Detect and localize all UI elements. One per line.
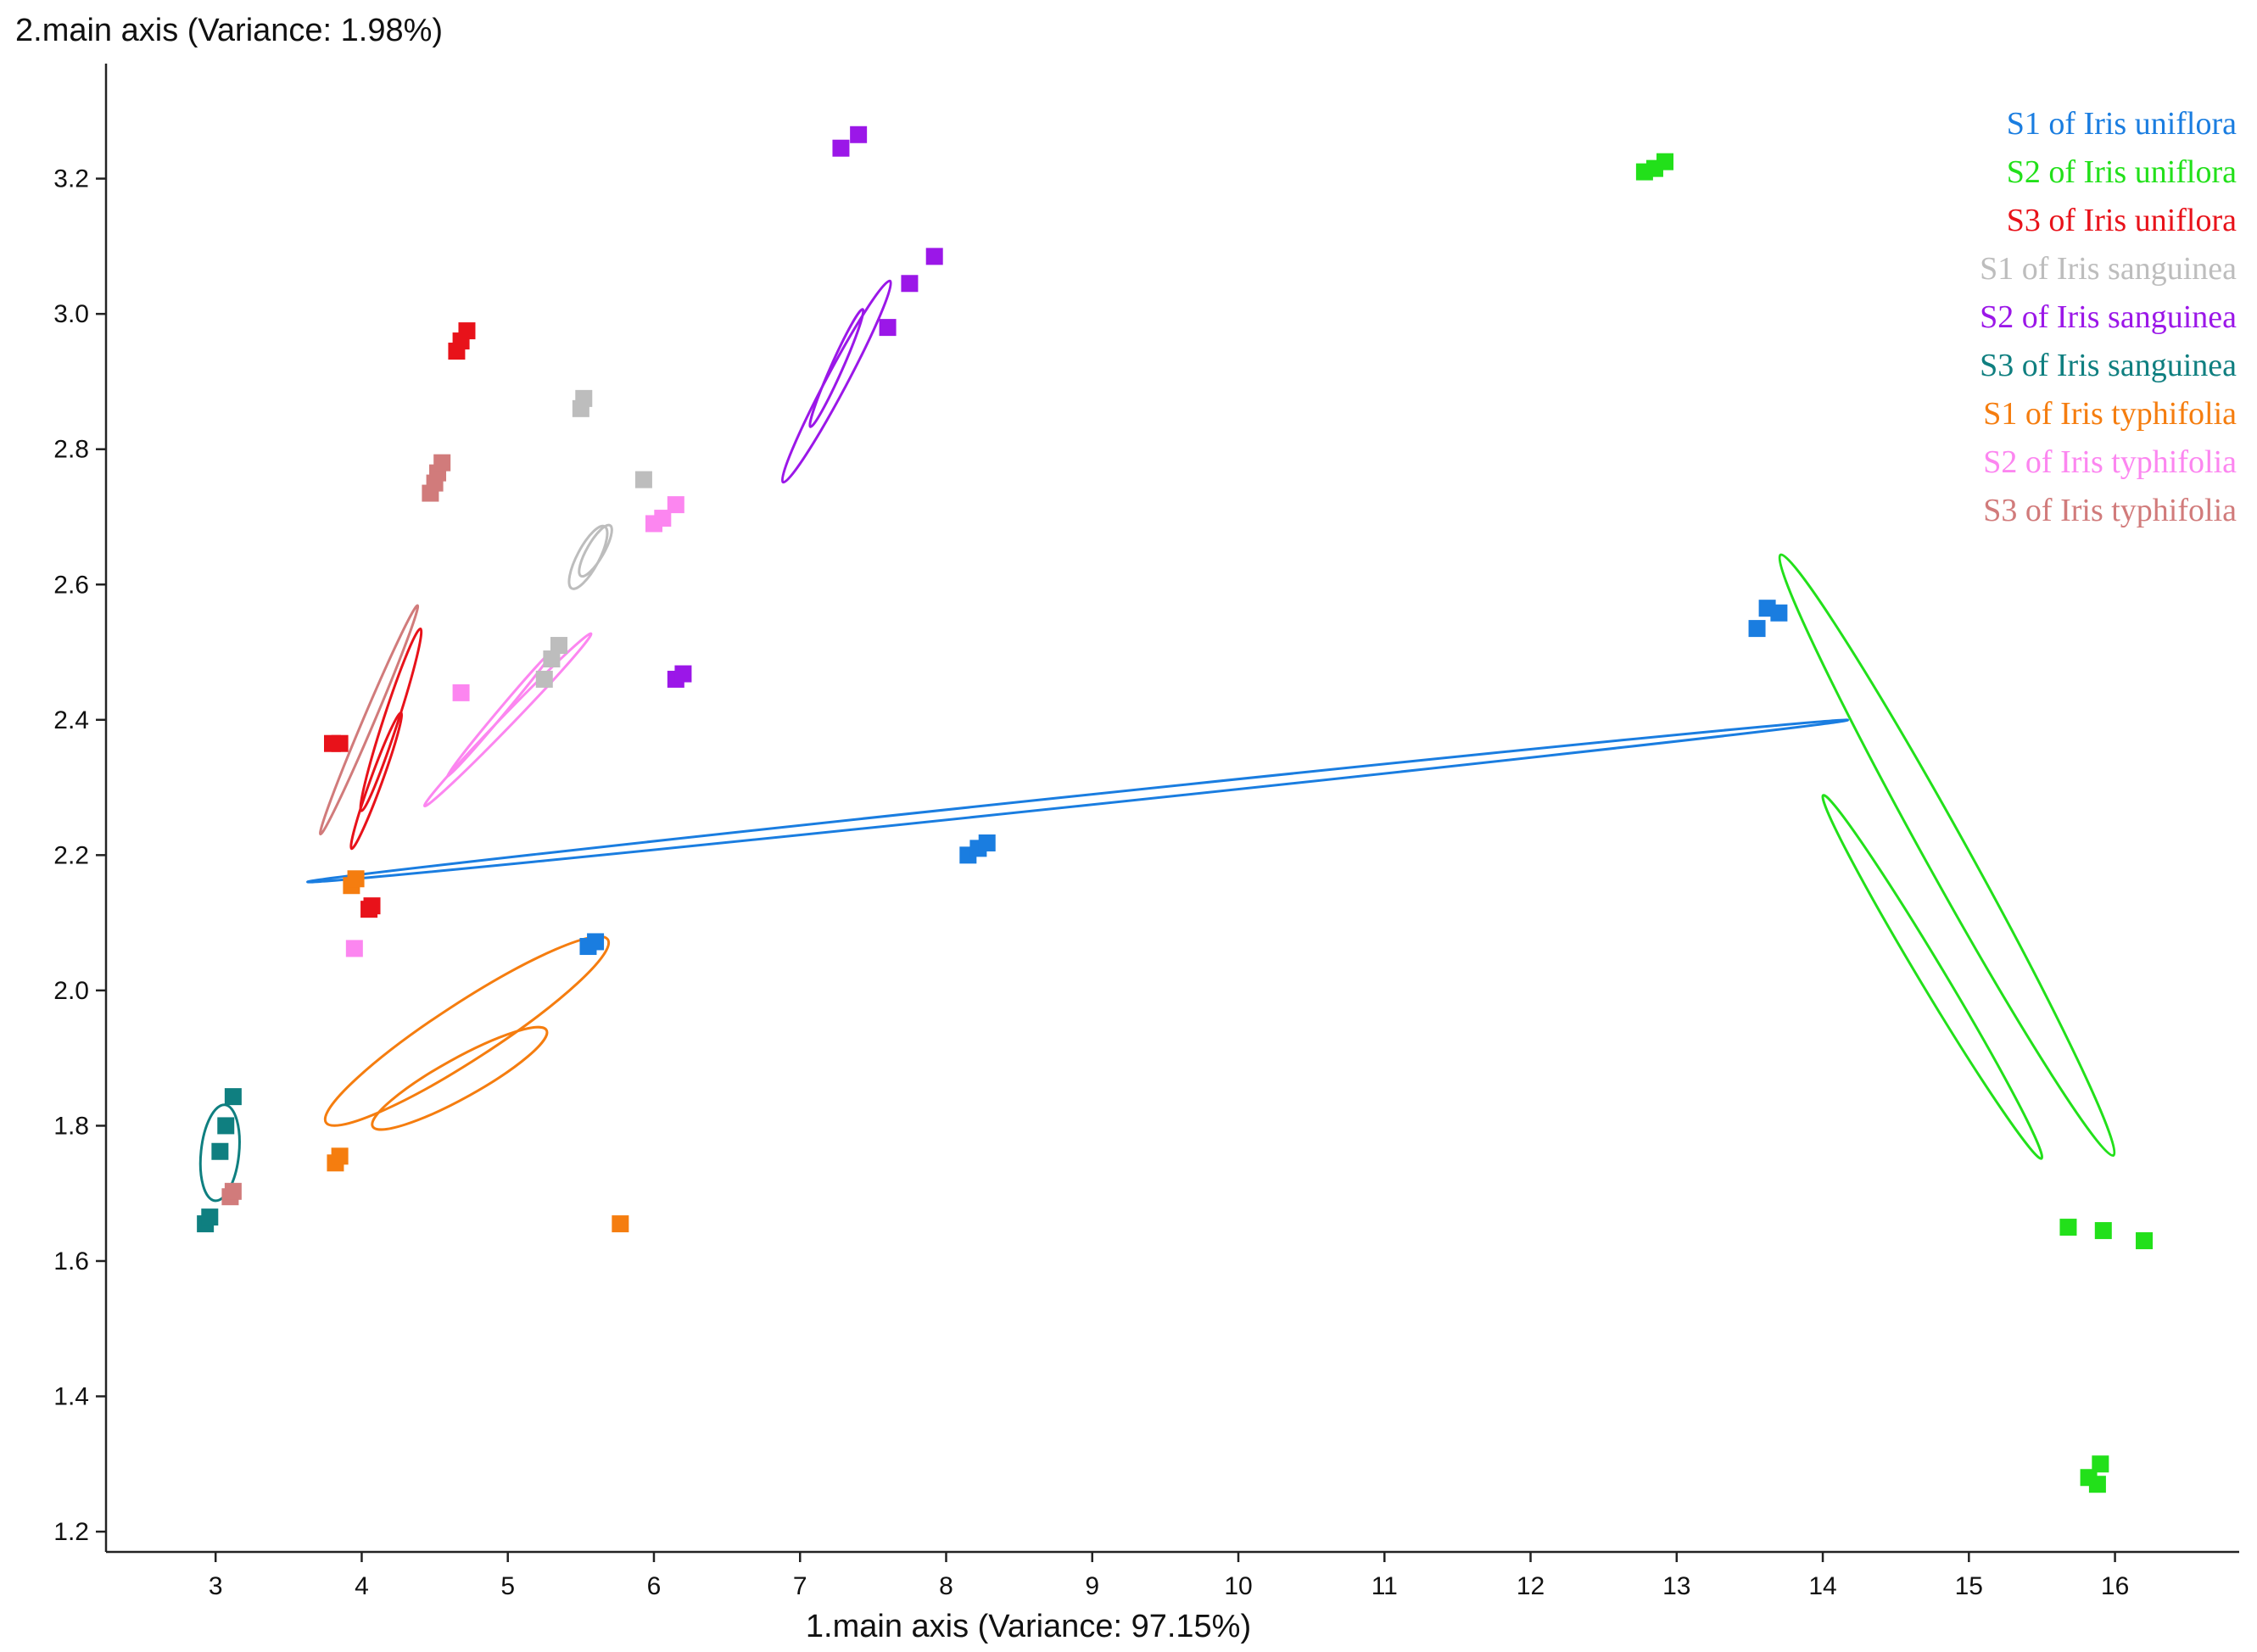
legend-item: S1 of Iris typhifolia <box>1983 396 2237 432</box>
point-series-7 <box>331 1147 349 1165</box>
x-tick-label: 7 <box>793 1572 807 1600</box>
point-series-4 <box>543 650 561 667</box>
ellipse-series-3-2 <box>349 711 404 851</box>
ellipse-series-9-1 <box>319 604 420 836</box>
legend: S1 of Iris uniflora S2 of Iris uniflora S3… <box>1980 106 2237 528</box>
x-tick-label: 16 <box>2101 1572 2129 1600</box>
point-series-9 <box>224 1182 242 1200</box>
legend-item: S1 of Iris sanguinea <box>1980 251 2237 287</box>
point-series-1 <box>978 834 996 851</box>
ellipse-series-3-1 <box>359 627 423 812</box>
y-tick-label: 2.0 <box>53 977 89 1005</box>
point-series-7 <box>612 1215 629 1233</box>
x-tick-label: 6 <box>647 1572 662 1600</box>
y-tick-label: 2.8 <box>53 436 89 464</box>
point-series-6 <box>217 1117 235 1135</box>
y-tick-label: 2.6 <box>53 571 89 599</box>
legend-item: S3 of Iris typhifolia <box>1983 493 2237 528</box>
y-axis-ticks: 1.2 1.4 1.6 1.8 2.0 2.2 2.4 2.6 2.8 3.0 3.2 <box>53 165 106 1546</box>
x-tick-label: 4 <box>355 1572 369 1600</box>
point-series-8 <box>667 496 684 514</box>
point-series-2 <box>2092 1455 2109 1473</box>
confidence-ellipses <box>198 279 2116 1203</box>
y-tick-label: 2.2 <box>53 841 89 869</box>
ellipse-series-2-2 <box>1821 794 2044 1160</box>
point-series-5 <box>674 665 692 683</box>
y-tick-label: 3.2 <box>53 165 89 193</box>
point-series-2 <box>2094 1222 2112 1240</box>
y-tick-label: 2.4 <box>53 706 89 734</box>
y-tick-label: 1.4 <box>53 1383 89 1411</box>
x-tick-label: 11 <box>1372 1572 1398 1600</box>
y-tick-label: 1.6 <box>53 1247 89 1275</box>
point-series-5 <box>850 126 868 143</box>
point-series-1 <box>587 933 605 951</box>
point-series-8 <box>452 684 470 701</box>
legend-item: S3 of Iris sanguinea <box>1980 348 2237 383</box>
legend-item: S1 of Iris uniflora <box>2007 106 2237 142</box>
y-tick-label: 3.0 <box>53 300 89 328</box>
point-series-3 <box>331 734 349 752</box>
legend-item: S2 of Iris typhifolia <box>1983 444 2237 480</box>
y-axis-title: 2.main axis (Variance: 1.98%) <box>15 13 443 48</box>
point-series-4 <box>634 471 652 488</box>
point-series-9 <box>433 454 451 472</box>
legend-item: S2 of Iris uniflora <box>2007 154 2237 190</box>
y-tick-label: 1.2 <box>53 1518 89 1546</box>
ellipse-series-4-2 <box>567 524 609 590</box>
x-tick-label: 9 <box>1085 1572 1099 1600</box>
x-tick-label: 12 <box>1517 1572 1545 1600</box>
point-series-4 <box>550 637 568 655</box>
ellipse-series-7-2 <box>323 935 611 1127</box>
point-series-2 <box>2059 1219 2077 1236</box>
legend-item: S2 of Iris sanguinea <box>1980 299 2237 335</box>
point-series-8 <box>345 940 363 957</box>
x-tick-label: 15 <box>1955 1572 1983 1600</box>
ellipse-series-7-1 <box>371 1025 549 1131</box>
point-series-2 <box>2088 1476 2106 1493</box>
point-series-6 <box>224 1088 242 1106</box>
point-series-5 <box>832 139 850 157</box>
x-tick-label: 8 <box>939 1572 953 1600</box>
point-series-5 <box>879 319 897 337</box>
data-points <box>197 126 2154 1493</box>
point-series-6 <box>201 1208 219 1226</box>
point-series-3 <box>458 322 476 340</box>
point-series-3 <box>363 897 381 915</box>
point-series-5 <box>901 275 919 293</box>
point-series-8 <box>654 510 672 527</box>
x-axis-title: 1.main axis (Variance: 97.15%) <box>806 1609 1251 1644</box>
point-series-1 <box>1748 620 1766 638</box>
point-series-2 <box>2136 1232 2154 1250</box>
point-series-2 <box>1656 153 1674 170</box>
ellipse-series-1-1 <box>306 718 1850 884</box>
x-tick-label: 3 <box>209 1572 223 1600</box>
ellipse-series-5-2 <box>808 308 865 428</box>
legend-item: S3 of Iris uniflora <box>2007 203 2237 238</box>
axes: 3 4 5 6 7 8 9 10 11 12 13 14 15 16 1.2 1.4 1.6 1.8 2.0 2.2… <box>53 64 2239 1600</box>
point-series-1 <box>1770 604 1788 622</box>
x-tick-label: 5 <box>500 1572 515 1600</box>
ellipse-series-8-2 <box>422 632 593 808</box>
x-axis-ticks: 3 4 5 6 7 8 9 10 11 12 13 14 15 16 <box>209 1552 2129 1600</box>
point-series-6 <box>211 1142 229 1160</box>
point-series-5 <box>925 248 943 265</box>
x-tick-label: 10 <box>1224 1572 1252 1600</box>
point-series-7 <box>347 870 365 888</box>
x-tick-label: 13 <box>1662 1572 1690 1600</box>
x-tick-label: 14 <box>1808 1572 1836 1600</box>
point-series-4 <box>535 670 553 688</box>
point-series-4 <box>575 389 593 407</box>
y-tick-label: 1.8 <box>53 1112 89 1140</box>
ellipse-series-2-1 <box>1778 553 2116 1158</box>
